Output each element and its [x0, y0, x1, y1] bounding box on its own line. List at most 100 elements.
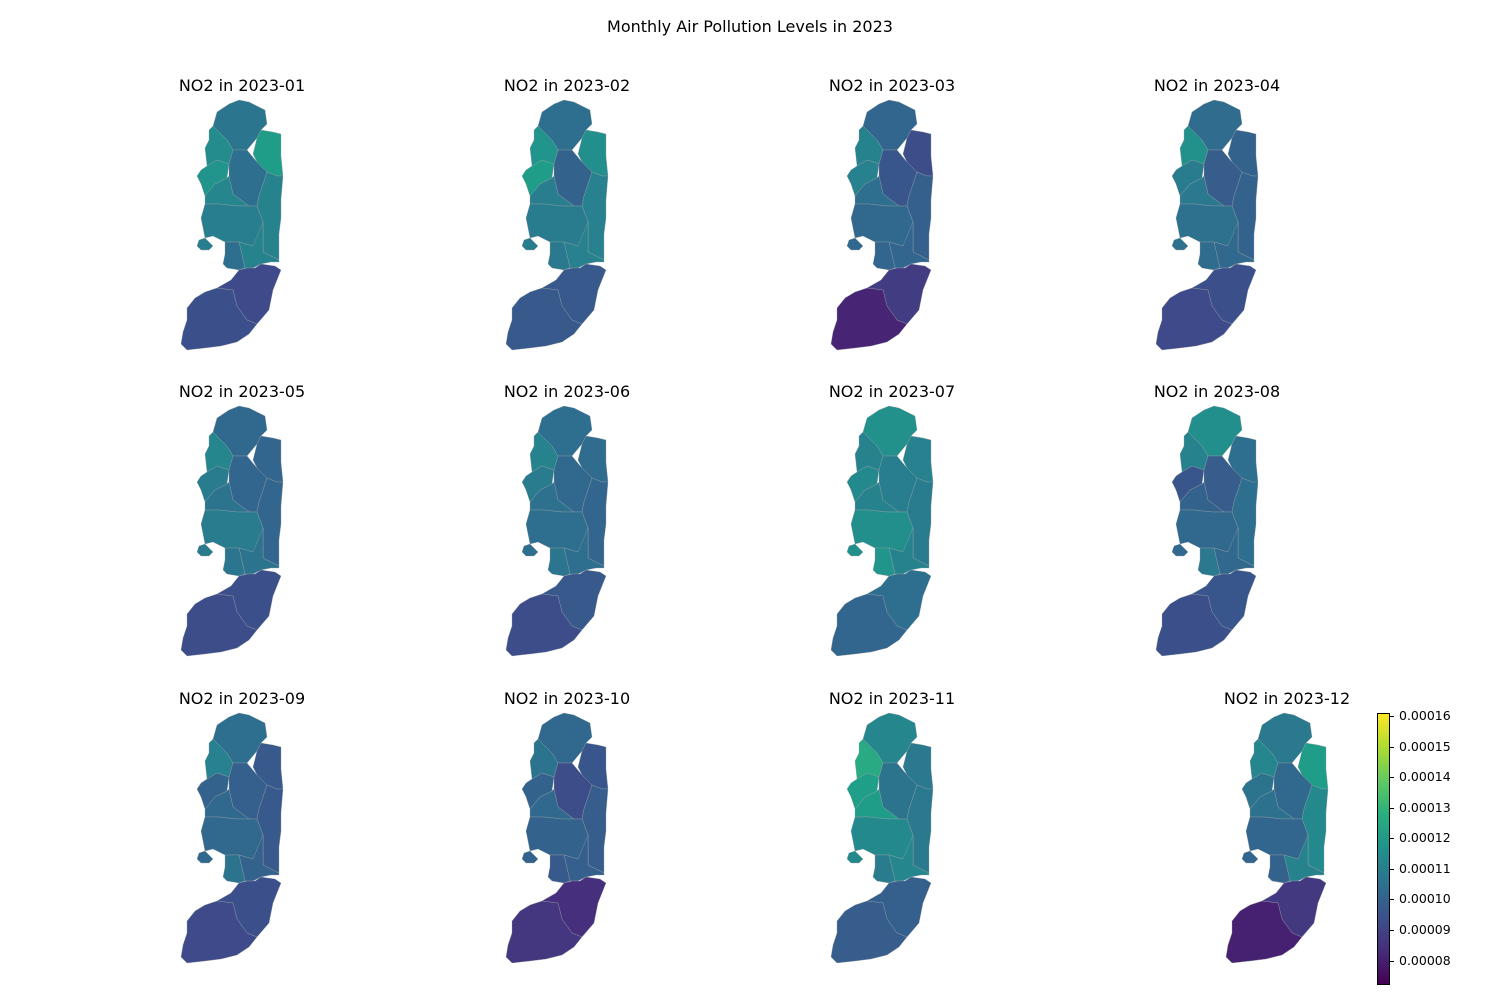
region-south-main — [180, 593, 258, 657]
region-south-main — [1155, 593, 1233, 657]
panel-title: NO2 in 2023-09 — [178, 689, 306, 708]
region-southeast-center — [888, 834, 930, 882]
region-south-center — [1267, 854, 1291, 884]
colorbar-tick-mark — [1390, 807, 1394, 809]
choropleth-map — [505, 712, 609, 964]
map-panel: NO2 in 2023-11 — [772, 689, 1012, 989]
region-west-enclave — [521, 237, 539, 251]
region-south-center — [1197, 241, 1221, 271]
region-south-center — [872, 854, 896, 884]
colorbar-tick-mark — [1390, 960, 1394, 962]
region-south-main — [180, 900, 258, 964]
region-west-enclave — [1171, 543, 1189, 557]
region-south-center — [222, 854, 246, 884]
colorbar-tick-mark — [1390, 716, 1394, 718]
region-southeast-center — [888, 527, 930, 575]
region-south-center — [222, 241, 246, 271]
region-south-center — [872, 547, 896, 577]
choropleth-map — [1155, 405, 1259, 657]
region-southeast-center — [888, 221, 930, 269]
panel-title: NO2 in 2023-10 — [503, 689, 631, 708]
choropleth-map — [830, 712, 934, 964]
map-panel: NO2 in 2023-01 — [122, 76, 362, 376]
region-southeast-center — [238, 221, 280, 269]
colorbar-tick-mark — [1390, 777, 1394, 779]
map-panel: NO2 in 2023-09 — [122, 689, 362, 989]
region-south-center — [547, 854, 571, 884]
region-west-enclave — [846, 543, 864, 557]
colorbar-tick-label: 0.00011 — [1399, 860, 1451, 876]
region-southeast-center — [563, 221, 605, 269]
region-south-main — [505, 900, 583, 964]
region-south-main — [830, 900, 908, 964]
panel-title: NO2 in 2023-11 — [828, 689, 956, 708]
map-panel: NO2 in 2023-07 — [772, 382, 1012, 682]
region-south-main — [505, 593, 583, 657]
map-panel: NO2 in 2023-02 — [447, 76, 687, 376]
region-south-main — [505, 287, 583, 351]
choropleth-map — [830, 99, 934, 351]
panel-title: NO2 in 2023-08 — [1153, 382, 1281, 401]
region-west-enclave — [196, 850, 214, 864]
colorbar-gradient — [1377, 713, 1390, 985]
map-panel: NO2 in 2023-08 — [1097, 382, 1337, 682]
colorbar: 0.00008 0.00009 0.00010 0.00011 0.00012 0.000… — [1377, 708, 1497, 988]
region-southeast-center — [1213, 221, 1255, 269]
panel-title: NO2 in 2023-06 — [503, 382, 631, 401]
region-west-enclave — [1241, 850, 1259, 864]
region-west-enclave — [846, 237, 864, 251]
region-south-center — [872, 241, 896, 271]
colorbar-tick-label: 0.00016 — [1399, 708, 1451, 724]
map-panel: NO2 in 2023-04 — [1097, 76, 1337, 376]
colorbar-tick-label: 0.00009 — [1399, 921, 1451, 937]
colorbar-tick-mark — [1390, 868, 1394, 870]
figure-title: Monthly Air Pollution Levels in 2023 — [607, 17, 893, 36]
colorbar-tick-label: 0.00015 — [1399, 738, 1451, 754]
colorbar-tick-label: 0.00012 — [1399, 830, 1451, 846]
region-southeast-center — [563, 527, 605, 575]
panel-title: NO2 in 2023-02 — [503, 76, 631, 95]
colorbar-tick-mark — [1390, 838, 1394, 840]
region-south-main — [180, 287, 258, 351]
region-southeast-center — [563, 834, 605, 882]
panel-title: NO2 in 2023-12 — [1223, 689, 1351, 708]
choropleth-map — [505, 99, 609, 351]
map-panel: NO2 in 2023-05 — [122, 382, 362, 682]
panel-title: NO2 in 2023-03 — [828, 76, 956, 95]
region-west-enclave — [196, 237, 214, 251]
panel-title: NO2 in 2023-07 — [828, 382, 956, 401]
region-south-center — [547, 547, 571, 577]
map-panel: NO2 in 2023-06 — [447, 382, 687, 682]
region-west-enclave — [196, 543, 214, 557]
region-west-enclave — [1171, 237, 1189, 251]
colorbar-tick-mark — [1390, 929, 1394, 931]
region-south-main — [830, 287, 908, 351]
region-south-center — [222, 547, 246, 577]
region-southeast-center — [238, 527, 280, 575]
colorbar-tick-mark — [1390, 899, 1394, 901]
colorbar-tick-label: 0.00010 — [1399, 891, 1451, 907]
map-panel: NO2 in 2023-03 — [772, 76, 1012, 376]
choropleth-map — [180, 712, 284, 964]
panel-title: NO2 in 2023-05 — [178, 382, 306, 401]
region-west-enclave — [521, 543, 539, 557]
map-panel: NO2 in 2023-10 — [447, 689, 687, 989]
region-south-main — [1155, 287, 1233, 351]
region-west-enclave — [521, 850, 539, 864]
region-south-center — [1197, 547, 1221, 577]
choropleth-map — [1225, 712, 1329, 964]
choropleth-map — [180, 405, 284, 657]
panel-title: NO2 in 2023-01 — [178, 76, 306, 95]
region-southeast-center — [1213, 527, 1255, 575]
colorbar-tick-label: 0.00008 — [1399, 952, 1451, 968]
colorbar-tick-label: 0.00013 — [1399, 799, 1451, 815]
colorbar-tick-label: 0.00014 — [1399, 769, 1451, 785]
choropleth-map — [180, 99, 284, 351]
choropleth-map — [830, 405, 934, 657]
region-southeast-center — [1283, 834, 1325, 882]
map-panel: NO2 in 2023-12 — [1167, 689, 1407, 989]
region-southeast-center — [238, 834, 280, 882]
region-south-main — [1225, 900, 1303, 964]
region-south-center — [547, 241, 571, 271]
panel-title: NO2 in 2023-04 — [1153, 76, 1281, 95]
